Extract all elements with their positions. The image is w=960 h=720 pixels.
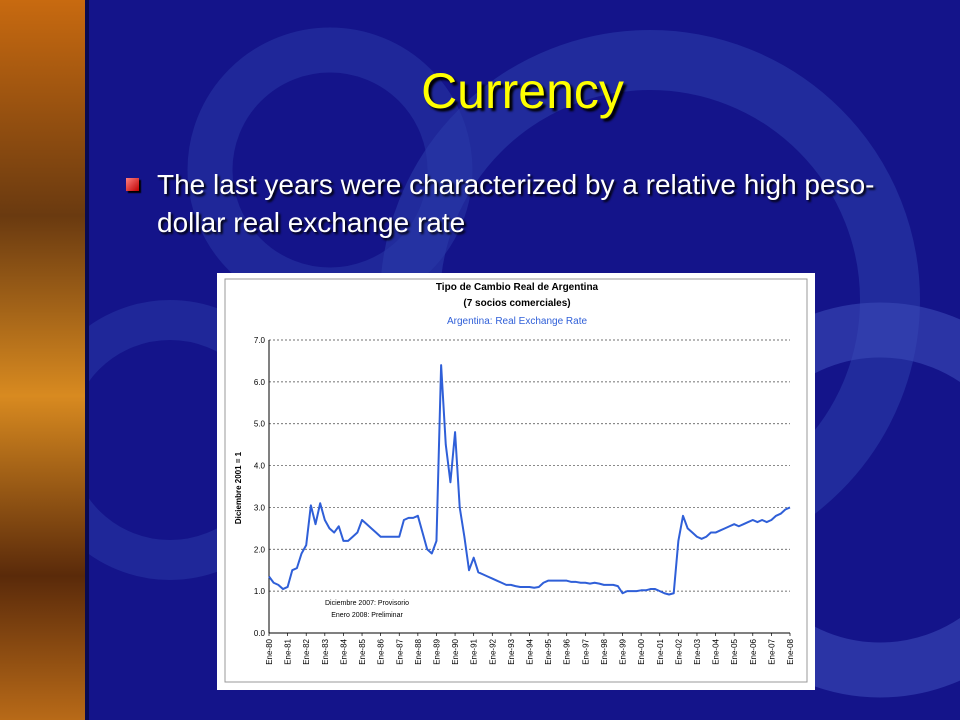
x-tick-label: Ene-81 bbox=[284, 638, 293, 664]
x-tick-label: Ene-90 bbox=[451, 638, 460, 664]
y-tick-label: 4.0 bbox=[254, 462, 266, 471]
bullet-text: The last years were characterized by a r… bbox=[157, 169, 875, 238]
y-tick-label: 7.0 bbox=[254, 336, 266, 345]
x-tick-label: Ene-05 bbox=[730, 638, 739, 664]
x-tick-label: Ene-89 bbox=[432, 638, 441, 664]
x-tick-label: Ene-86 bbox=[377, 638, 386, 664]
x-tick-label: Ene-80 bbox=[265, 638, 274, 664]
x-tick-label: Ene-04 bbox=[712, 638, 721, 664]
x-tick-label: Ene-06 bbox=[749, 638, 758, 664]
x-tick-label: Ene-87 bbox=[395, 638, 404, 664]
x-tick-label: Ene-98 bbox=[600, 638, 609, 664]
x-tick-label: Ene-82 bbox=[302, 638, 311, 664]
chart-subtitle: Argentina: Real Exchange Rate bbox=[447, 316, 588, 327]
x-tick-label: Ene-00 bbox=[637, 638, 646, 664]
x-tick-label: Ene-02 bbox=[674, 638, 683, 664]
chart: Tipo de Cambio Real de Argentina (7 soci… bbox=[217, 273, 815, 690]
y-tick-label: 0.0 bbox=[254, 629, 266, 638]
annotation: Enero 2008: Preliminar bbox=[331, 612, 403, 619]
y-tick-label: 2.0 bbox=[254, 545, 266, 554]
chart-background bbox=[217, 273, 815, 690]
x-tick-label: Ene-92 bbox=[488, 638, 497, 664]
y-tick-label: 1.0 bbox=[254, 587, 266, 596]
x-tick-label: Ene-85 bbox=[358, 638, 367, 664]
y-tick-label: 6.0 bbox=[254, 378, 266, 387]
chart-title-line2: (7 socios comerciales) bbox=[463, 298, 570, 309]
x-tick-label: Ene-03 bbox=[693, 638, 702, 664]
x-tick-label: Ene-97 bbox=[581, 638, 590, 664]
chart-frame bbox=[224, 278, 808, 683]
x-tick-label: Ene-94 bbox=[526, 638, 535, 664]
y-axis-label: Diciembre 2001 = 1 bbox=[234, 451, 243, 524]
chart-title: Tipo de Cambio Real de Argentina bbox=[436, 282, 599, 293]
x-tick-label: Ene-95 bbox=[544, 638, 553, 664]
x-tick-label: Ene-91 bbox=[470, 638, 479, 664]
x-tick-label: Ene-08 bbox=[786, 638, 795, 664]
slide-title: Currency bbox=[421, 63, 624, 119]
annotation: Diciembre 2007: Provisorio bbox=[325, 600, 409, 607]
x-tick-label: Ene-01 bbox=[656, 638, 665, 664]
y-tick-label: 5.0 bbox=[254, 420, 266, 429]
x-tick-label: Ene-07 bbox=[767, 638, 776, 664]
x-tick-label: Ene-99 bbox=[619, 638, 628, 664]
x-tick-label: Ene-93 bbox=[507, 638, 516, 664]
x-tick-label: Ene-96 bbox=[563, 638, 572, 664]
bullet-icon bbox=[126, 178, 139, 191]
x-tick-label: Ene-88 bbox=[414, 638, 423, 664]
x-tick-label: Ene-83 bbox=[321, 638, 330, 664]
data-line bbox=[268, 364, 791, 596]
x-tick-label: Ene-84 bbox=[339, 638, 348, 664]
y-tick-label: 3.0 bbox=[254, 503, 266, 512]
